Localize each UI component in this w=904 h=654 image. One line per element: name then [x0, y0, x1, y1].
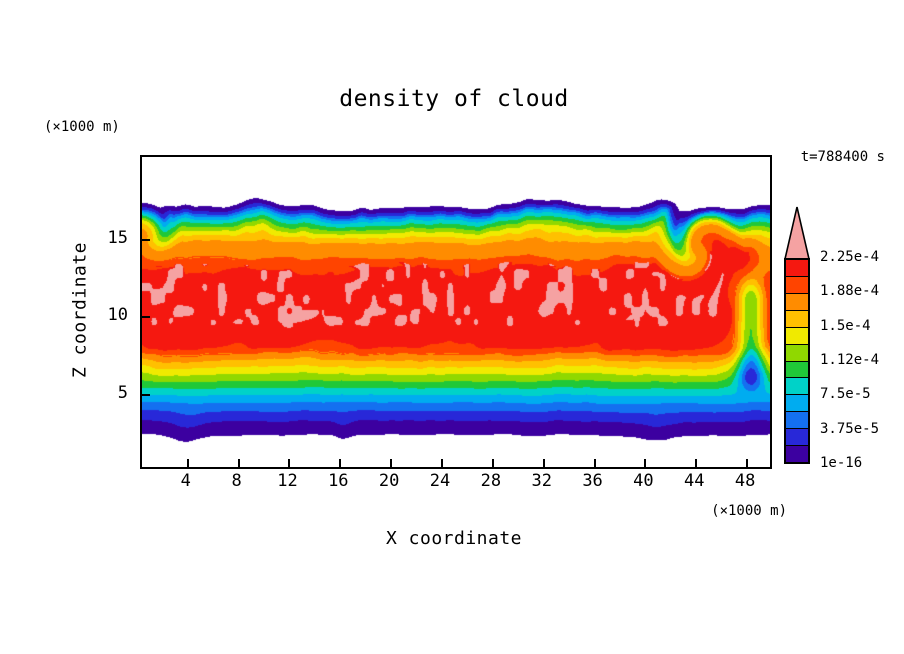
y-axis-tick	[142, 239, 150, 242]
colorbar-segment	[786, 360, 808, 378]
x-tick-label: 4	[180, 471, 191, 491]
x-axis-tick	[186, 459, 189, 467]
plot-area	[140, 155, 772, 469]
x-tick-label: 40	[633, 471, 654, 491]
colorbar-segment	[786, 377, 808, 395]
colorbar-segment	[786, 326, 808, 344]
colorbar-segment	[786, 394, 808, 412]
colorbar-tick-label: 3.75e-5	[820, 420, 880, 437]
x-axis-tick	[288, 459, 291, 467]
y-tick-label: 10	[107, 305, 128, 326]
x-tick-label: 48	[734, 471, 756, 491]
colorbar-tick-label: 1.88e-4	[820, 283, 880, 300]
colorbar-tick-label: 2.25e-4	[820, 249, 880, 265]
y-axis-label: Z coordinate	[69, 241, 91, 379]
colorbar-tick-label: 1.5e-4	[820, 317, 871, 334]
x-axis-tick	[695, 459, 698, 467]
x-tick-label: 20	[378, 471, 400, 491]
y-axis-tick	[142, 316, 150, 319]
colorbar-segment	[786, 428, 808, 446]
colorbar-arrow	[784, 206, 810, 260]
x-axis-tick	[593, 459, 596, 467]
y-tick-label: 5	[117, 382, 128, 403]
x-tick-label: 24	[429, 471, 451, 491]
colorbar-segment	[786, 275, 808, 293]
x-axis-tick	[390, 459, 393, 467]
y-axis-tick	[142, 393, 150, 396]
colorbar-tick-label: 1e-16	[820, 455, 863, 471]
x-tick-label: 28	[480, 471, 502, 491]
x-axis-tick	[491, 459, 494, 467]
colorbar-arrow-shape	[784, 206, 810, 260]
plot-title: density of cloud	[339, 86, 569, 112]
colorbar-segment	[786, 260, 808, 276]
x-axis-tick	[644, 459, 647, 467]
colorbar-segment	[786, 411, 808, 429]
colorbar	[784, 258, 810, 464]
x-tick-label: 36	[582, 471, 603, 491]
colorbar-segment	[786, 343, 808, 361]
colorbar-tick-label: 7.5e-5	[820, 386, 871, 403]
x-tick-label: 16	[328, 471, 349, 491]
colorbar-segment	[786, 292, 808, 310]
x-tick-label: 44	[684, 471, 705, 491]
x-axis-tick	[237, 459, 240, 467]
x-axis-label: X coordinate	[385, 528, 523, 549]
x-tick-label: 12	[277, 471, 298, 491]
x-tick-label: 8	[231, 471, 242, 491]
x-axis-unit: (×1000 m)	[711, 503, 787, 519]
contour-canvas	[142, 157, 770, 467]
y-tick-label: 15	[107, 228, 128, 249]
x-tick-label: 32	[531, 471, 552, 491]
x-axis-tick	[441, 459, 444, 467]
x-axis-tick	[339, 459, 342, 467]
colorbar-tick-label: 1.12e-4	[820, 352, 880, 368]
y-axis-unit: (×1000 m)	[44, 119, 120, 135]
x-axis-tick	[746, 459, 749, 467]
time-label: t=788400 s	[800, 149, 885, 165]
colorbar-segment	[786, 309, 808, 327]
x-axis-tick	[542, 459, 545, 467]
colorbar-segment	[786, 445, 808, 463]
